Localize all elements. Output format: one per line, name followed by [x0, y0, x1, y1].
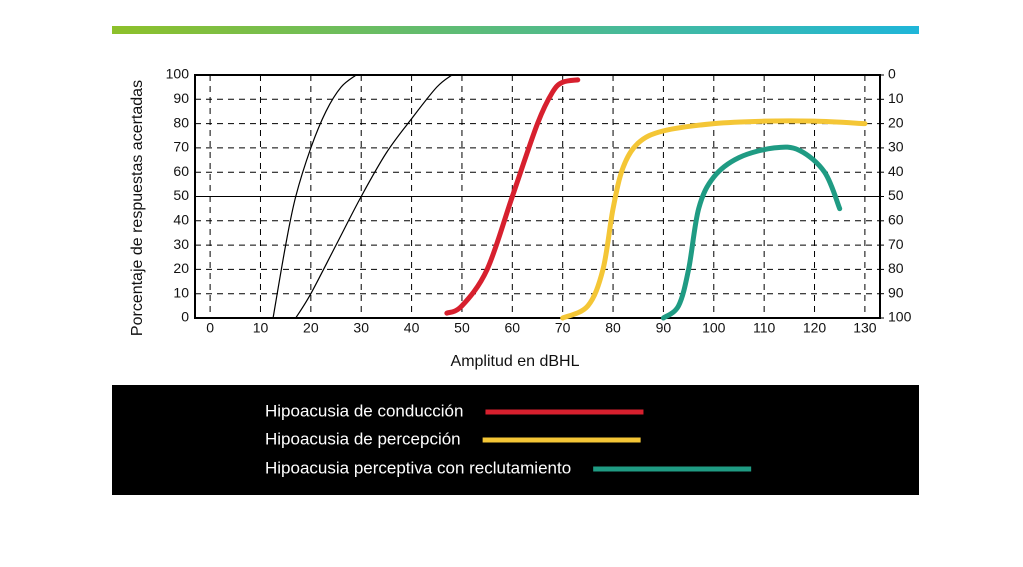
x-tick-label: 0 [206, 320, 214, 336]
y-tick-label: 90 [173, 90, 189, 106]
y2-tick-label: 60 [888, 212, 904, 228]
y-tick-label: 30 [173, 236, 189, 252]
y2-tick-label: 20 [888, 114, 904, 130]
x-tick-label: 70 [555, 320, 571, 336]
y2-tick-label: 90 [888, 284, 904, 300]
x-tick-label: 110 [753, 320, 776, 336]
line [444, 77, 581, 316]
y2-tick-label: 50 [888, 187, 904, 203]
legend-label: Hipoacusia de percepción [265, 429, 461, 448]
y-tick-label: 10 [173, 284, 189, 300]
header-bar [112, 26, 919, 34]
line [295, 74, 453, 319]
x-axis-label: Amplitud en dBHL [451, 353, 580, 370]
y2-tick-label: 40 [888, 163, 904, 179]
y2-tick-label: 100 [888, 309, 912, 325]
y2-tick-label: 30 [888, 139, 904, 155]
x-tick-label: 60 [505, 320, 521, 336]
y2-tick-label: 70 [888, 236, 904, 252]
x-tick-label: 30 [353, 320, 369, 336]
y-tick-label: 0 [181, 309, 189, 325]
x-tick-label: 90 [656, 320, 672, 336]
y-tick-label: 20 [173, 260, 189, 276]
x-tick-label: 130 [853, 320, 877, 336]
x-tick-label: 120 [803, 320, 827, 336]
y-tick-label: 100 [166, 66, 190, 82]
legend-label: Hipoacusia perceptiva con reclutamiento [265, 458, 571, 477]
x-tick-label: 80 [605, 320, 621, 336]
x-tick-label: 40 [404, 320, 420, 336]
y-tick-label: 40 [173, 212, 189, 228]
x-tick-label: 100 [702, 320, 726, 336]
y-tick-label: 60 [173, 163, 189, 179]
plot-frame [194, 74, 881, 319]
line [560, 118, 868, 321]
x-tick-label: 20 [303, 320, 319, 336]
y2-tick-label: 10 [888, 90, 904, 106]
x-tick-label: 50 [454, 320, 470, 336]
x-tick-label: 10 [253, 320, 269, 336]
y-axis-label: Porcentaje de respuestas acertadas [129, 80, 146, 336]
y2-tick-label: 80 [888, 260, 904, 276]
y2-tick-label: 0 [888, 66, 896, 82]
legend-label: Hipoacusia de conducción [265, 401, 463, 420]
line [660, 144, 843, 321]
line [272, 74, 357, 319]
y-tick-label: 80 [173, 114, 189, 130]
y-tick-label: 70 [173, 139, 189, 155]
y-tick-label: 50 [173, 187, 189, 203]
